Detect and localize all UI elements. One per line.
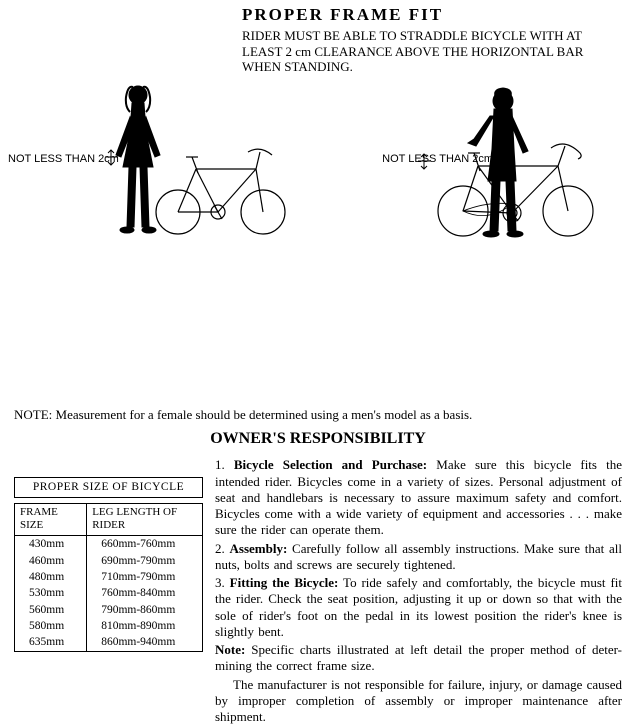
- main-title: PROPER FRAME FIT: [242, 4, 628, 25]
- cell-frame: 580mm: [15, 618, 87, 634]
- body-text: 1. Bicycle Selection and Purchase: Make …: [215, 457, 628, 727]
- cell-frame: 635mm: [15, 634, 87, 651]
- cell-frame: 530mm: [15, 585, 87, 601]
- figures-area: NOT LESS THAN 2cm NOT LESS THAN 2cm: [8, 81, 628, 241]
- cell-leg: 710mm-790mm: [87, 569, 203, 585]
- figure-male: [368, 81, 628, 250]
- col-frame-size: FRAME SIZE: [15, 503, 87, 536]
- col-leg-length: LEG LENGTH OF RIDER: [87, 503, 203, 536]
- cell-frame: 460mm: [15, 553, 87, 569]
- cell-frame: 480mm: [15, 569, 87, 585]
- cell-frame: 430mm: [15, 536, 87, 553]
- cell-frame: 560mm: [15, 602, 87, 618]
- figure-female: [8, 77, 308, 246]
- cell-leg: 760mm-840mm: [87, 585, 203, 601]
- instruction-text: RIDER MUST BE ABLE TO STRADDLE BICYCLE W…: [242, 28, 622, 75]
- cell-leg: 690mm-790mm: [87, 553, 203, 569]
- cell-leg: 790mm-860mm: [87, 602, 203, 618]
- note-text: NOTE: Measurement for a female should be…: [14, 407, 628, 423]
- section-title: OWNER'S RESPONSIBILITY: [8, 429, 628, 449]
- size-table: PROPER SIZE OF BICYCLE FRAME SIZE LEG LE…: [8, 457, 203, 727]
- cell-leg: 810mm-890mm: [87, 618, 203, 634]
- table-title: PROPER SIZE OF BICYCLE: [15, 478, 203, 497]
- cell-leg: 660mm-760mm: [87, 536, 203, 553]
- cell-leg: 860mm-940mm: [87, 634, 203, 651]
